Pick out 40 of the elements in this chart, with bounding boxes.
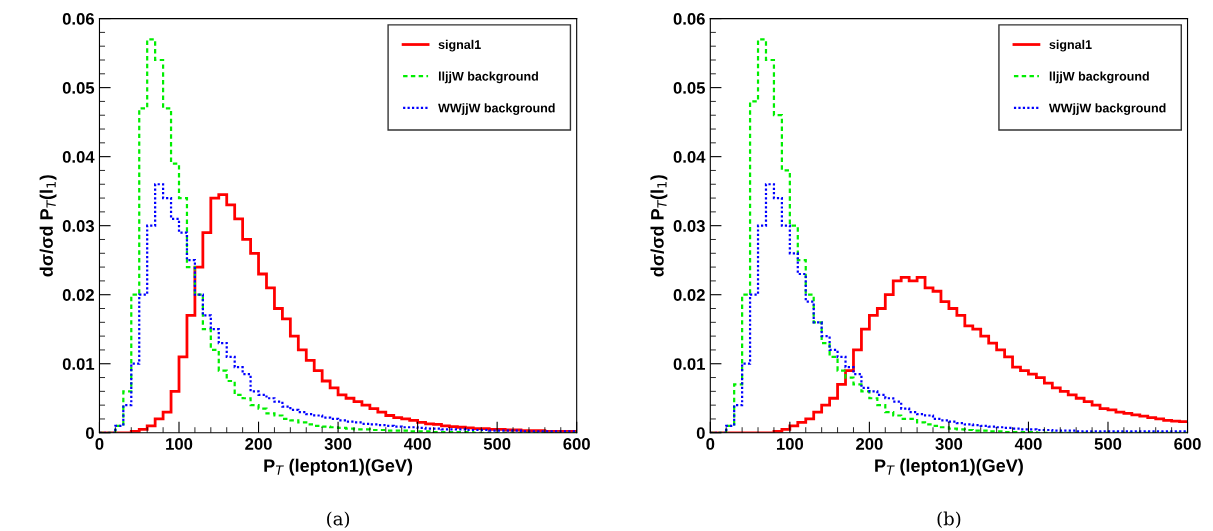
x-tick-label: 100 bbox=[776, 438, 804, 450]
x-tick-label: 600 bbox=[563, 438, 590, 450]
y-tick-label: 0.04 bbox=[673, 151, 706, 163]
legend-label: signal1 bbox=[438, 39, 481, 52]
x-axis-title: P$_{T}$ (lepton1)(GeV) bbox=[264, 458, 413, 476]
y-tick-label: 0.02 bbox=[673, 289, 705, 301]
y-tick-label: 0.04 bbox=[62, 151, 95, 163]
x-tick-label: 300 bbox=[324, 438, 352, 450]
y-tick-label: 0.06 bbox=[62, 12, 95, 25]
y-axis-title: dσ/σd P$_{T}$(l$_{1}$) bbox=[650, 175, 668, 277]
text: (b) bbox=[937, 511, 961, 528]
y-tick-label: 0.01 bbox=[673, 358, 705, 370]
x-tick-label: 300 bbox=[935, 438, 963, 450]
y-axis-title: dσ/σd P$_{T}$(l$_{1}$) bbox=[39, 175, 57, 277]
x-tick-label: 500 bbox=[1094, 438, 1122, 450]
x-tick-label: 400 bbox=[1014, 438, 1042, 450]
x-tick-label: 100 bbox=[166, 438, 193, 450]
y-tick-label: 0.01 bbox=[62, 358, 95, 370]
x-tick-label: 0 bbox=[706, 438, 715, 450]
y-tick-label: 0.05 bbox=[673, 82, 705, 94]
y-tick-label: 0 bbox=[86, 427, 94, 439]
legend-label: signal1 bbox=[1049, 39, 1092, 52]
y-tick-label: 0.03 bbox=[673, 220, 705, 232]
legend-label: lljjW background bbox=[438, 71, 538, 84]
x-tick-label: 0 bbox=[95, 438, 104, 450]
y-tick-label: 0.06 bbox=[673, 12, 705, 25]
y-tick-label: 0.05 bbox=[62, 82, 95, 94]
legend-label: lljjW background bbox=[1049, 71, 1149, 84]
legend-label: WWjjW background bbox=[1048, 103, 1166, 115]
x-tick-label: 500 bbox=[483, 438, 511, 450]
x-tick-label: 200 bbox=[245, 438, 272, 450]
x-tick-label: 200 bbox=[856, 438, 883, 450]
legend-label: WWjjW background bbox=[438, 103, 555, 115]
y-tick-label: 0.02 bbox=[62, 289, 94, 301]
x-axis-title: P$_{T}$ (lepton1)(GeV) bbox=[875, 458, 1023, 476]
text: (a) bbox=[327, 511, 350, 528]
y-tick-label: 0.03 bbox=[62, 220, 95, 232]
x-tick-label: 400 bbox=[403, 438, 431, 450]
x-tick-label: 600 bbox=[1174, 438, 1201, 450]
y-tick-label: 0 bbox=[696, 427, 705, 439]
